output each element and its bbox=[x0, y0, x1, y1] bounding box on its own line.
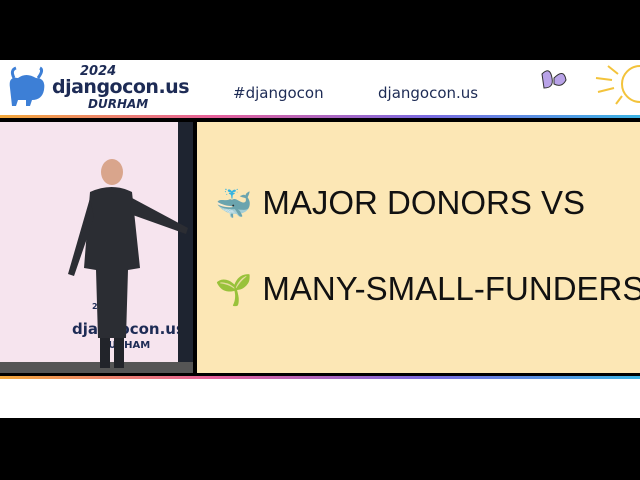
backdrop-city: DURHAM bbox=[100, 340, 151, 351]
stage-edge bbox=[178, 122, 193, 373]
slide-emoji: 🌱 bbox=[215, 273, 253, 308]
decoration bbox=[541, 65, 640, 105]
slide-text: MANY-SMALL-FUNDERS bbox=[262, 270, 640, 307]
header-stripe bbox=[0, 115, 640, 118]
bull-logo bbox=[9, 66, 45, 106]
stage-floor bbox=[0, 362, 193, 373]
speaker bbox=[68, 159, 188, 368]
footer bbox=[0, 376, 640, 418]
slide-line: 🌱 MANY-SMALL-FUNDERS bbox=[215, 270, 640, 308]
slide-emoji: 🐳 bbox=[215, 187, 253, 222]
speaker-video: 2024 djangocon.us DURHAM bbox=[0, 122, 193, 373]
logo-city: DURHAM bbox=[88, 97, 149, 111]
logo-brand: djangocon.us bbox=[52, 76, 190, 98]
logo-year: 2024 bbox=[80, 64, 117, 79]
slide-line: 🐳 MAJOR DONORS VS bbox=[215, 184, 585, 222]
slide: 🐳 MAJOR DONORS VS 🌱 MANY-SMALL-FUNDERS bbox=[197, 122, 640, 373]
url: djangocon.us bbox=[378, 84, 479, 102]
footer-stripe bbox=[0, 376, 640, 379]
header: 2024 djangocon.us DURHAM #djangocon djan… bbox=[0, 60, 640, 118]
slide-text: MAJOR DONORS VS bbox=[262, 184, 586, 221]
hashtag: #djangocon bbox=[233, 84, 324, 102]
